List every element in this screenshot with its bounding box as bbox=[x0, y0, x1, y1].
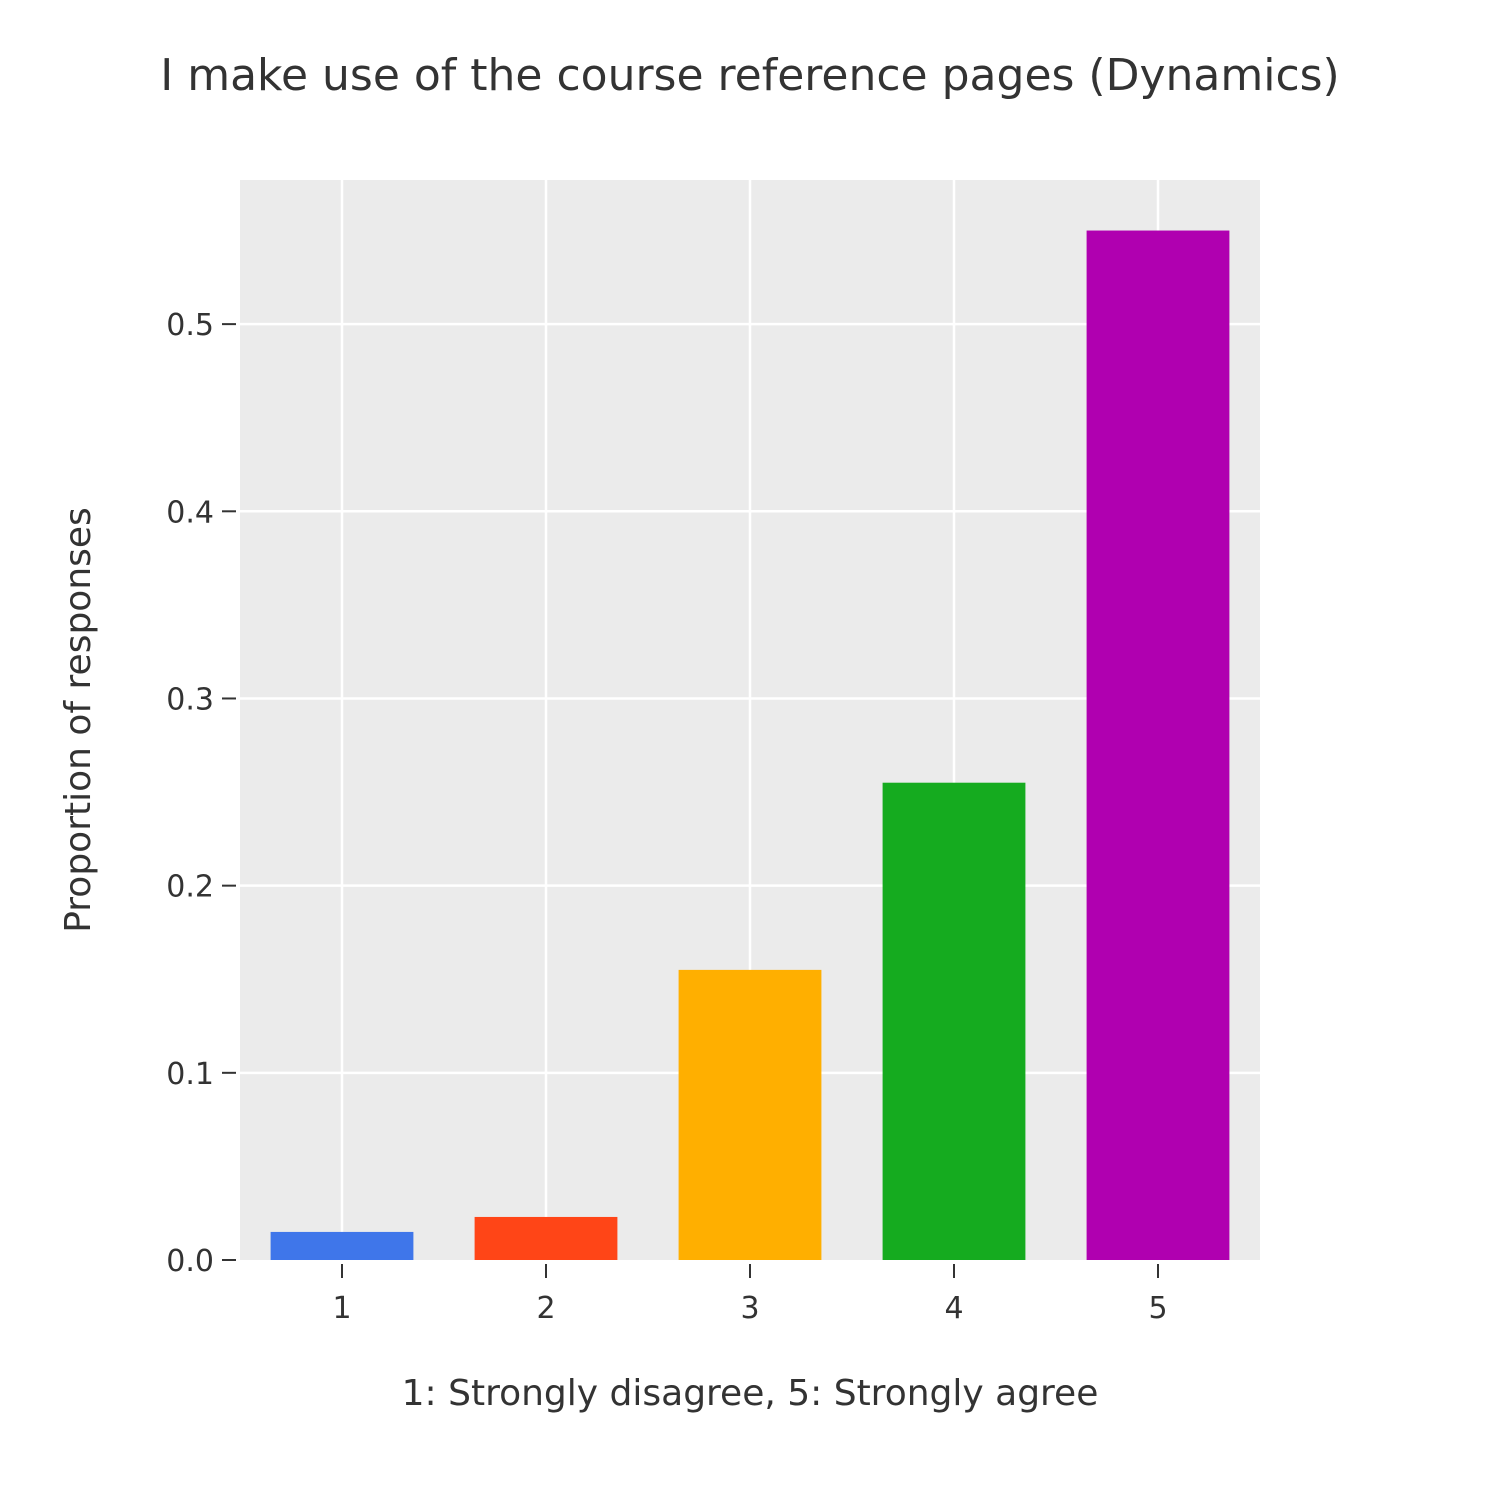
y-axis-title: Proportion of responses bbox=[58, 507, 99, 933]
y-tick-label: 0.2 bbox=[166, 870, 214, 905]
x-axis-title: 1: Strongly disagree, 5: Strongly agree bbox=[402, 1373, 1099, 1414]
bar-1 bbox=[270, 1231, 414, 1260]
x-tick-label: 4 bbox=[944, 1291, 963, 1326]
y-tick-label: 0.5 bbox=[166, 308, 214, 343]
bar-3 bbox=[678, 969, 822, 1260]
bars bbox=[270, 230, 1230, 1261]
y-tick-label: 0.1 bbox=[166, 1057, 214, 1092]
bar-5 bbox=[1086, 230, 1230, 1261]
x-tick-label: 2 bbox=[536, 1291, 555, 1326]
bar-4 bbox=[882, 782, 1026, 1260]
y-tick-label: 0.3 bbox=[166, 682, 214, 717]
chart-title: I make use of the course reference pages… bbox=[160, 50, 1339, 101]
y-tick-label: 0.4 bbox=[166, 495, 214, 530]
x-tick-label: 1 bbox=[332, 1291, 351, 1326]
bar-2 bbox=[474, 1216, 618, 1260]
y-axis: 0.0 0.1 0.2 0.3 0.4 0.5 bbox=[166, 308, 236, 1279]
x-axis: 1 2 3 4 5 bbox=[332, 1264, 1168, 1326]
y-tick-label: 0.0 bbox=[166, 1244, 214, 1279]
x-tick-label: 3 bbox=[740, 1291, 759, 1326]
x-tick-label: 5 bbox=[1148, 1291, 1167, 1326]
